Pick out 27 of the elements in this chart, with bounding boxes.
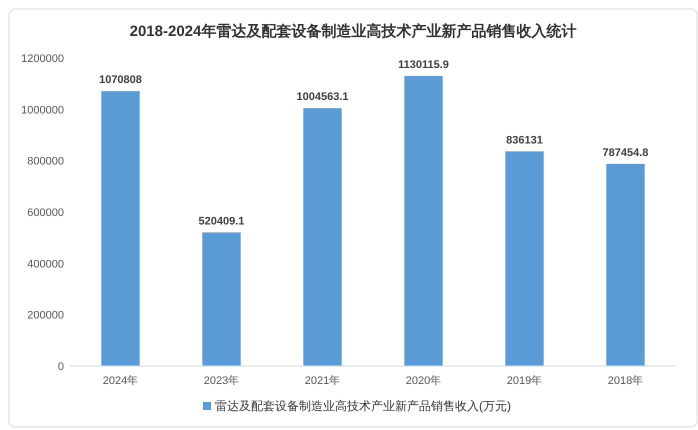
y-tick-label: 0 (58, 361, 64, 373)
bar (101, 91, 140, 366)
bar (404, 76, 443, 366)
x-tick-label: 2019年 (506, 375, 542, 387)
x-tick-label: 2023年 (204, 375, 240, 387)
legend-label: 雷达及配套设备制造业高技术产业新产品销售收入(万元) (215, 399, 511, 413)
y-tick-label: 800000 (27, 156, 64, 168)
y-tick-label: 200000 (27, 310, 64, 322)
bar (505, 151, 544, 366)
y-tick-label: 400000 (27, 258, 64, 270)
data-label: 1070808 (99, 74, 142, 86)
data-label: 787454.8 (602, 146, 648, 159)
data-label: 1130115.9 (398, 58, 449, 71)
data-label: 1004563.1 (296, 91, 348, 104)
y-tick-label: 1200000 (21, 53, 64, 65)
x-tick-label: 2020年 (406, 375, 442, 387)
chart-title: 2018-2024年雷达及配套设备制造业高技术产业新产品销售收入统计 (130, 22, 576, 40)
data-label: 520409.1 (198, 215, 244, 228)
bar (303, 108, 342, 366)
data-label: 836131 (506, 134, 543, 146)
y-tick-label: 1000000 (21, 104, 64, 116)
x-tick-label: 2021年 (304, 375, 340, 387)
bar (606, 164, 645, 366)
bar (202, 232, 241, 366)
y-tick-label: 600000 (27, 207, 64, 219)
x-tick-label: 2024年 (102, 375, 138, 387)
x-tick-label: 2018年 (608, 375, 644, 387)
